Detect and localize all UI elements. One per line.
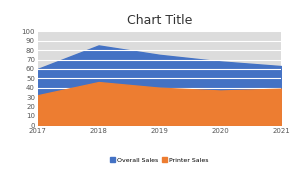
Title: Chart Title: Chart Title [127, 14, 192, 27]
Legend: Overall Sales, Printer Sales: Overall Sales, Printer Sales [108, 155, 211, 165]
